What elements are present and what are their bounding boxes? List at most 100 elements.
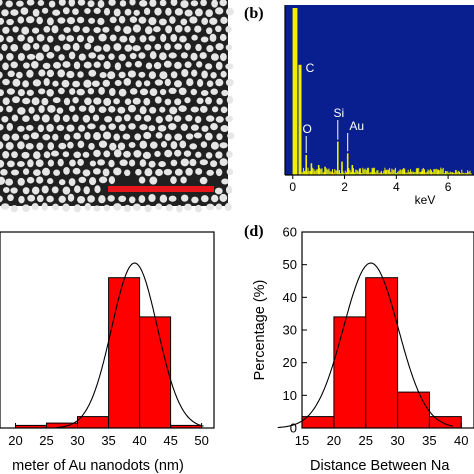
sem-nanodot	[168, 87, 177, 95]
sem-nanodot	[11, 151, 18, 159]
sem-nanodot	[6, 105, 13, 113]
sem-nanodot	[159, 194, 168, 203]
sem-nanodot	[92, 114, 100, 122]
eds-noise	[420, 171, 422, 175]
sem-nanodot	[226, 168, 234, 176]
x-tick-label: 30	[70, 433, 84, 448]
sem-nanodot	[170, 159, 178, 167]
sem-nanodot	[98, 106, 107, 114]
sem-nanodot	[53, 169, 60, 176]
sem-nanodot	[41, 97, 49, 106]
sem-nanodot	[164, 43, 171, 51]
eds-noise	[454, 172, 456, 175]
eds-noise	[432, 172, 434, 175]
sem-nanodot	[164, 133, 172, 141]
sem-nanodot	[87, 87, 95, 95]
sem-nanodot	[0, 89, 4, 97]
sem-nanodot	[78, 53, 86, 61]
sem-nanodot	[10, 61, 18, 69]
sem-nanodot	[225, 44, 233, 51]
sem-nanodot	[200, 0, 207, 7]
sem-nanodot	[10, 187, 18, 194]
sem-nanodot	[148, 71, 157, 79]
sem-nanodot	[225, 78, 234, 87]
eds-noise	[311, 170, 312, 175]
eds-noise	[411, 171, 413, 175]
sem-nanodot	[41, 202, 48, 211]
x-tick-label: 20	[327, 433, 341, 448]
sem-nanodot	[160, 141, 168, 148]
sem-nanodot	[194, 204, 203, 213]
sem-nanodot	[47, 142, 55, 151]
sem-nanodot	[58, 179, 66, 186]
sem-nanodot	[143, 115, 152, 122]
sem-nanodot	[206, 27, 213, 35]
sem-nanodot	[76, 35, 85, 43]
sem-nanodot	[211, 106, 219, 113]
sem-nanodot	[93, 27, 101, 34]
sem-nanodot	[76, 88, 85, 96]
sem-nanodot	[47, 35, 54, 43]
sem-nanodot	[206, 203, 215, 211]
sem-nanodot	[113, 133, 120, 141]
sem-nanodot	[76, 16, 85, 24]
sem-nanodot	[160, 33, 167, 43]
sem-nanodot	[174, 168, 183, 176]
sem-nanodot	[206, 80, 214, 87]
sem-nanodot	[199, 52, 207, 60]
sem-nanodot	[180, 176, 187, 184]
histogram-bar	[108, 277, 141, 429]
sem-nanodot	[201, 17, 209, 25]
sem-nanodot	[123, 78, 132, 86]
eds-noise	[349, 170, 351, 175]
eds-noise	[449, 171, 451, 175]
sem-nanodot	[47, 159, 55, 167]
sem-nanodot	[27, 194, 36, 202]
eds-noise	[470, 173, 472, 175]
sem-nanodot	[226, 95, 234, 104]
histogram-bar	[301, 416, 335, 429]
eds-noise	[334, 169, 336, 175]
sem-nanodot	[66, 16, 76, 25]
sem-nanodot	[204, 132, 213, 141]
sem-nanodot	[17, 125, 25, 132]
sem-nanodot	[169, 16, 176, 24]
sem-nanodot	[108, 105, 116, 113]
sem-nanodot	[127, 70, 136, 78]
eds-noise	[460, 173, 462, 175]
sem-nanodot	[32, 8, 40, 17]
sem-nanodot	[174, 149, 182, 157]
sem-nanodot	[139, 106, 147, 115]
sem-nanodot	[190, 106, 199, 113]
sem-nanodot	[69, 159, 76, 167]
sem-scale-bar	[108, 186, 214, 192]
sem-nanodot	[123, 26, 132, 35]
sem-nanodot	[205, 9, 213, 18]
eds-noise	[362, 167, 364, 175]
eds-noise	[408, 172, 410, 175]
sem-nanodot	[215, 43, 224, 51]
sem-nanodot	[196, 79, 204, 87]
sem-nanodot	[22, 80, 29, 88]
eds-noise	[380, 170, 382, 175]
sem-nanodot	[108, 87, 116, 97]
sem-nanodot	[102, 131, 112, 140]
eds-noise	[425, 172, 427, 175]
sem-nanodot	[72, 80, 81, 88]
sem-nanodot	[193, 132, 202, 139]
sem-nanodot	[190, 0, 199, 7]
sem-nanodot	[62, 151, 70, 158]
sem-nanodot	[5, 142, 14, 150]
sem-nanodot	[194, 25, 202, 33]
eds-noise	[468, 171, 470, 175]
sem-nanodot	[118, 124, 126, 132]
sem-nanodot	[88, 17, 96, 24]
eds-noise	[396, 173, 398, 175]
eds-noise	[335, 170, 337, 175]
sem-nanodot	[225, 7, 234, 16]
eds-noise	[417, 168, 418, 175]
sem-nanodot	[155, 116, 163, 124]
eds-noise	[339, 170, 340, 175]
eds-noise	[309, 171, 311, 175]
sem-nanodot	[93, 7, 101, 15]
